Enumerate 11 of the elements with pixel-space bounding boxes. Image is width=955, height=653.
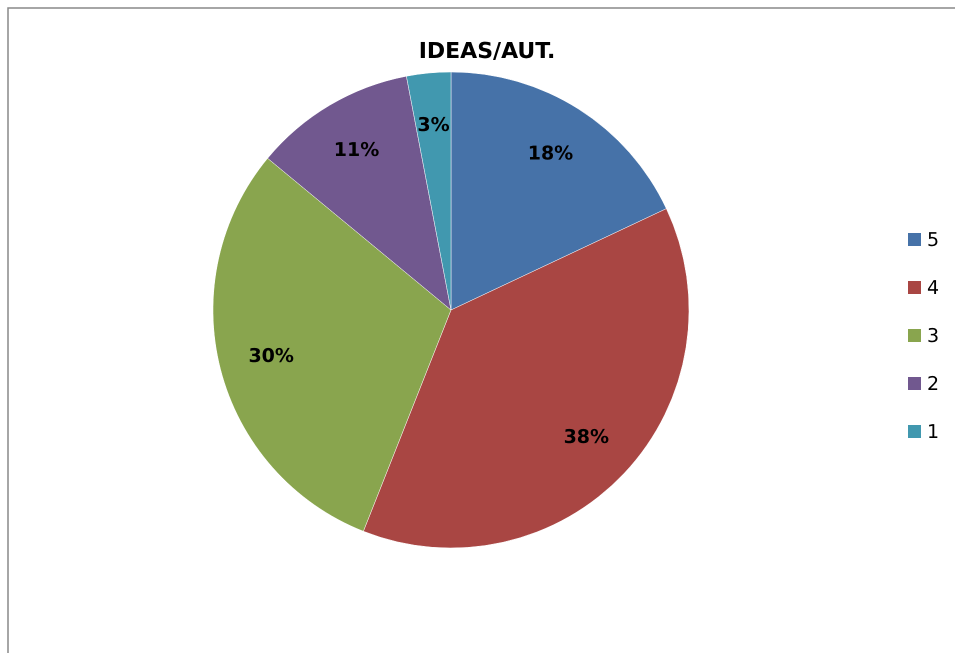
chart-title: IDEAS/AUT. xyxy=(418,39,556,64)
legend-label: 2 xyxy=(927,373,940,395)
data-label: 18% xyxy=(528,142,574,164)
data-label: 11% xyxy=(334,139,380,162)
data-label: 30% xyxy=(248,345,294,368)
data-label: 38% xyxy=(564,426,610,448)
legend-label: 3 xyxy=(927,325,940,347)
data-label: 3% xyxy=(417,114,450,136)
legend-label: 5 xyxy=(927,229,940,251)
legend-label: 1 xyxy=(927,421,940,443)
legend-label: 4 xyxy=(927,277,940,299)
